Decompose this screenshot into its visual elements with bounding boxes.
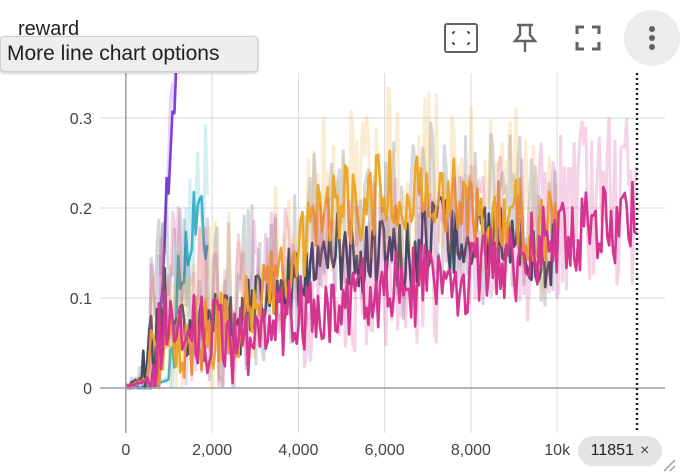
tooltip: More line chart options — [0, 36, 258, 72]
y-tick-label: 0.2 — [70, 201, 92, 218]
pin-icon — [512, 23, 538, 52]
x-tick-label: 10k — [544, 442, 571, 459]
y-tick-label: 0.3 — [70, 111, 92, 128]
series-line — [125, 180, 637, 390]
fullscreen-icon — [575, 25, 601, 51]
fullscreen-button[interactable] — [560, 10, 616, 66]
y-tick-label: 0 — [83, 381, 92, 398]
x-tick-label: 4,000 — [278, 442, 318, 459]
fit-domain-icon — [444, 23, 478, 53]
step-chip[interactable]: 11851 × — [578, 436, 662, 466]
series-raw-line — [125, 117, 638, 389]
close-icon[interactable]: × — [639, 442, 650, 459]
series-line — [125, 196, 558, 390]
more-vert-icon — [649, 26, 655, 50]
x-tick-label: 8,000 — [451, 442, 491, 459]
chart-title: reward — [18, 18, 80, 40]
fit-domain-button[interactable] — [433, 10, 489, 66]
resize-handle-icon[interactable] — [660, 456, 676, 472]
x-tick-label: 2,000 — [192, 442, 232, 459]
series-raw-line — [125, 86, 559, 390]
axes: 0 0.1 0.2 0.3 0 2,000 4,000 6,000 8,000 10k — [70, 73, 665, 459]
x-tick-label: 6,000 — [365, 442, 405, 459]
more-options-button[interactable] — [624, 10, 680, 66]
pin-button[interactable] — [497, 10, 553, 66]
y-tick-label: 0.1 — [70, 291, 92, 308]
x-tick-label: 0 — [121, 442, 130, 459]
step-chip-value: 11851 — [590, 442, 634, 459]
